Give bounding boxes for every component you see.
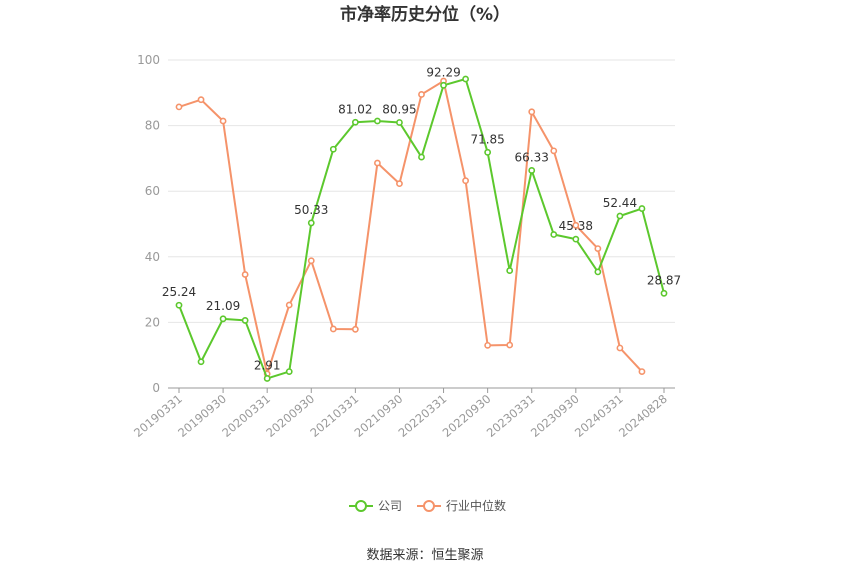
legend-marker-icon — [423, 500, 435, 512]
legend[interactable]: 公司 行业中位数 — [349, 498, 506, 513]
legend-item-industry[interactable]: 行业中位数 — [417, 498, 506, 513]
industry-point — [285, 301, 293, 309]
company-point — [484, 148, 492, 156]
legend-item-company[interactable]: 公司 — [349, 499, 402, 513]
series-layer — [175, 75, 668, 382]
industry-point — [594, 245, 602, 252]
data-label: 81.02 — [338, 102, 372, 116]
industry-point — [219, 117, 227, 125]
y-tick-label: 60 — [145, 184, 160, 198]
company-point — [329, 145, 337, 153]
legend-label: 行业中位数 — [446, 498, 506, 513]
company-point — [594, 268, 602, 276]
company-point — [351, 118, 359, 126]
industry-point — [550, 147, 558, 155]
company-point — [660, 289, 668, 297]
data-label: 25.24 — [162, 285, 196, 299]
industry-point — [528, 108, 536, 116]
data-label: 71.85 — [470, 132, 504, 146]
company-point — [528, 167, 536, 174]
industry-point — [374, 159, 381, 167]
company-point — [638, 205, 646, 212]
source-note: 数据来源：恒生聚源 — [366, 548, 483, 563]
company-point — [616, 212, 624, 220]
company-point — [197, 358, 205, 366]
industry-point — [175, 103, 183, 111]
company-point — [506, 267, 514, 274]
data-label: 66.33 — [515, 150, 549, 164]
data-label: 52.44 — [603, 196, 637, 210]
company-point — [175, 301, 183, 309]
company-point — [418, 153, 425, 161]
data-labels: 25.24 21.09 2.91 50.33 81.02 80.95 92.29 71.85 6… — [162, 65, 681, 372]
company-point — [219, 315, 227, 323]
data-label: 80.95 — [382, 102, 416, 116]
company-point — [263, 375, 271, 382]
industry-point — [616, 344, 624, 352]
legend-label: 公司 — [378, 499, 402, 513]
legend-marker-icon — [355, 500, 367, 512]
industry-point — [572, 221, 580, 229]
y-tick-label: 0 — [152, 381, 160, 395]
industry-point — [351, 325, 359, 333]
data-label: 92.29 — [426, 65, 460, 79]
company-point — [374, 117, 381, 125]
industry-point — [462, 177, 469, 185]
data-label: 21.09 — [206, 299, 240, 313]
x-axis: 2019033120190930202003312020093020210331… — [131, 387, 675, 440]
grid — [168, 59, 675, 323]
x-tick-label: 20240828 — [616, 392, 670, 440]
industry-point — [197, 96, 205, 104]
industry-point — [484, 341, 492, 349]
company-point — [440, 81, 447, 89]
y-tick-label: 40 — [145, 250, 160, 264]
industry-point — [418, 91, 425, 98]
y-tick-label: 80 — [145, 119, 160, 133]
data-label: 50.33 — [294, 203, 328, 217]
data-label: 2.91 — [254, 358, 281, 372]
company-point — [285, 368, 293, 375]
y-axis: 0 20 40 60 80 100 — [137, 53, 160, 395]
y-tick-label: 100 — [137, 53, 160, 67]
y-tick-label: 20 — [145, 315, 160, 329]
industry-point — [241, 271, 249, 278]
industry-point — [506, 341, 514, 349]
chart-title: 市净率历史分位（%） — [340, 4, 510, 25]
data-label: 28.87 — [647, 273, 681, 287]
company-point — [307, 219, 315, 227]
industry-point — [638, 368, 646, 375]
company-point — [241, 317, 249, 324]
industry-point — [396, 180, 403, 188]
company-point — [396, 119, 403, 126]
industry-point — [307, 257, 315, 265]
industry-point — [329, 325, 337, 333]
company-point — [462, 75, 469, 83]
company-point — [550, 231, 558, 238]
data-label: 45.38 — [559, 219, 593, 233]
company-point — [572, 235, 580, 243]
